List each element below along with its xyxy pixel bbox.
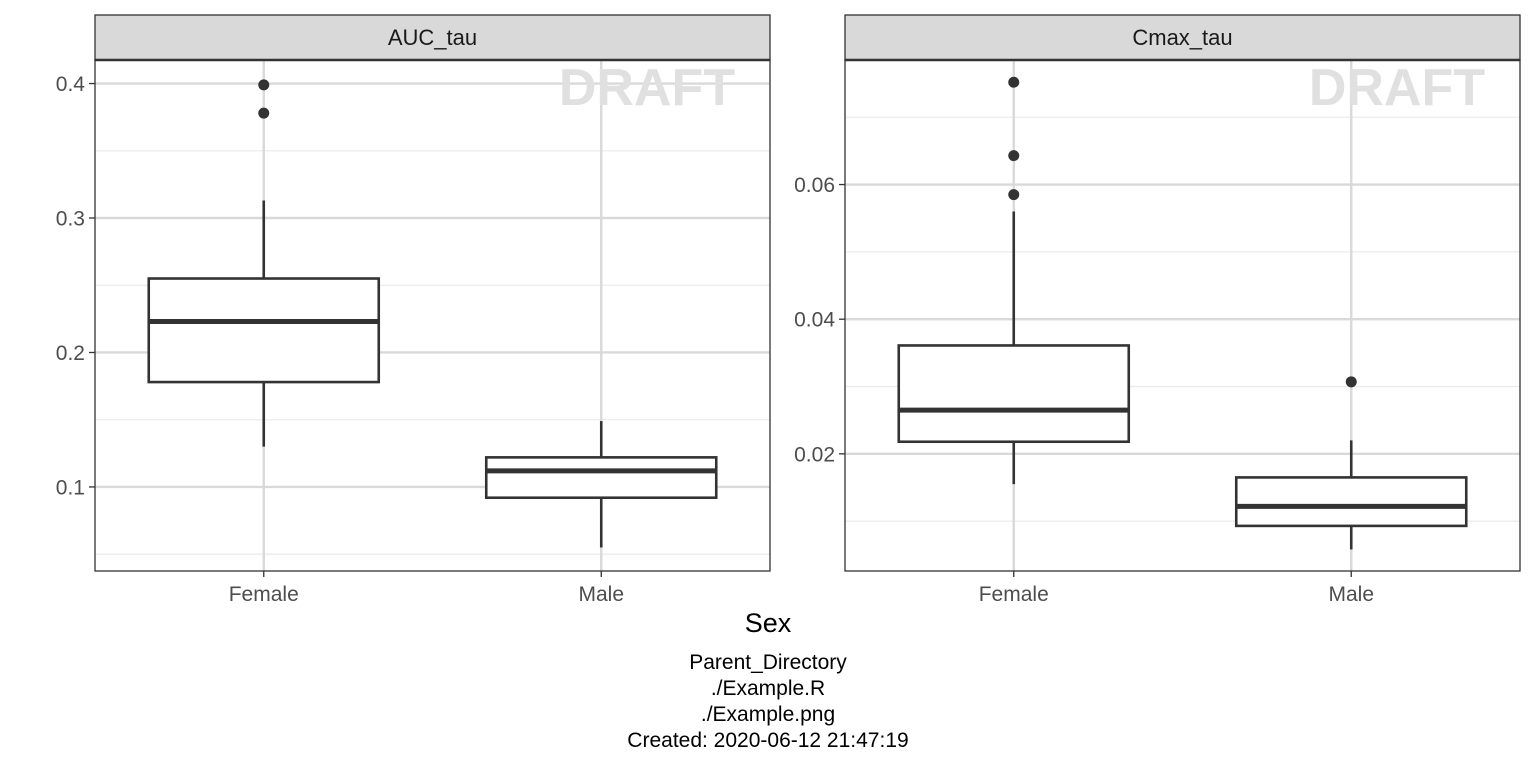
box-female xyxy=(147,79,381,447)
footer-line-created: Created: 2020-06-12 21:47:19 xyxy=(627,729,909,752)
x-axis-title: Sex xyxy=(744,608,792,638)
x-tick-label: Female xyxy=(979,583,1049,606)
footer-line-parent-directory: Parent_Directory xyxy=(689,651,847,674)
footer-line-script: ./Example.R xyxy=(710,677,826,700)
box-iqr xyxy=(147,277,381,384)
y-tick-label: 0.1 xyxy=(56,476,85,499)
panel-auc-tau: DRAFT AUC_tau 0.1 0.2 0.3 0.4 Female Male xyxy=(56,14,771,606)
outlier-point xyxy=(1008,76,1020,88)
box-male xyxy=(484,421,718,548)
y-tick-label: 0.4 xyxy=(56,73,86,96)
outlier-point xyxy=(258,79,270,91)
y-tick-label: 0.02 xyxy=(794,443,835,466)
y-tick-label: 0.2 xyxy=(56,342,85,365)
y-tick-label: 0.3 xyxy=(56,208,85,231)
box-female xyxy=(897,76,1131,485)
strip-background xyxy=(844,14,1521,61)
panel-cmax-tau: DRAFT Cmax_tau 0.02 0.04 0.06 Female Male xyxy=(794,14,1521,606)
box-iqr xyxy=(897,344,1131,444)
x-tick-label: Male xyxy=(578,583,624,606)
x-tick-label: Male xyxy=(1328,583,1374,606)
y-tick-label: 0.04 xyxy=(794,309,835,332)
x-tick-label: Female xyxy=(229,583,299,606)
outlier-point xyxy=(1345,376,1357,388)
outlier-point xyxy=(1008,150,1020,162)
strip-label: Cmax_tau xyxy=(1132,25,1232,50)
draft-watermark: DRAFT xyxy=(559,59,735,117)
outlier-point xyxy=(258,107,270,119)
draft-watermark: DRAFT xyxy=(1309,59,1485,117)
footer-line-image: ./Example.png xyxy=(700,703,836,726)
outlier-point xyxy=(1008,189,1020,201)
box-iqr xyxy=(1234,476,1468,528)
strip-background xyxy=(94,14,771,61)
box-iqr xyxy=(484,456,718,500)
strip-label: AUC_tau xyxy=(388,25,477,50)
y-tick-label: 0.06 xyxy=(794,174,835,197)
box-male xyxy=(1234,376,1468,550)
footer-caption: Parent_Directory ./Example.R ./Example.p… xyxy=(0,650,1536,754)
